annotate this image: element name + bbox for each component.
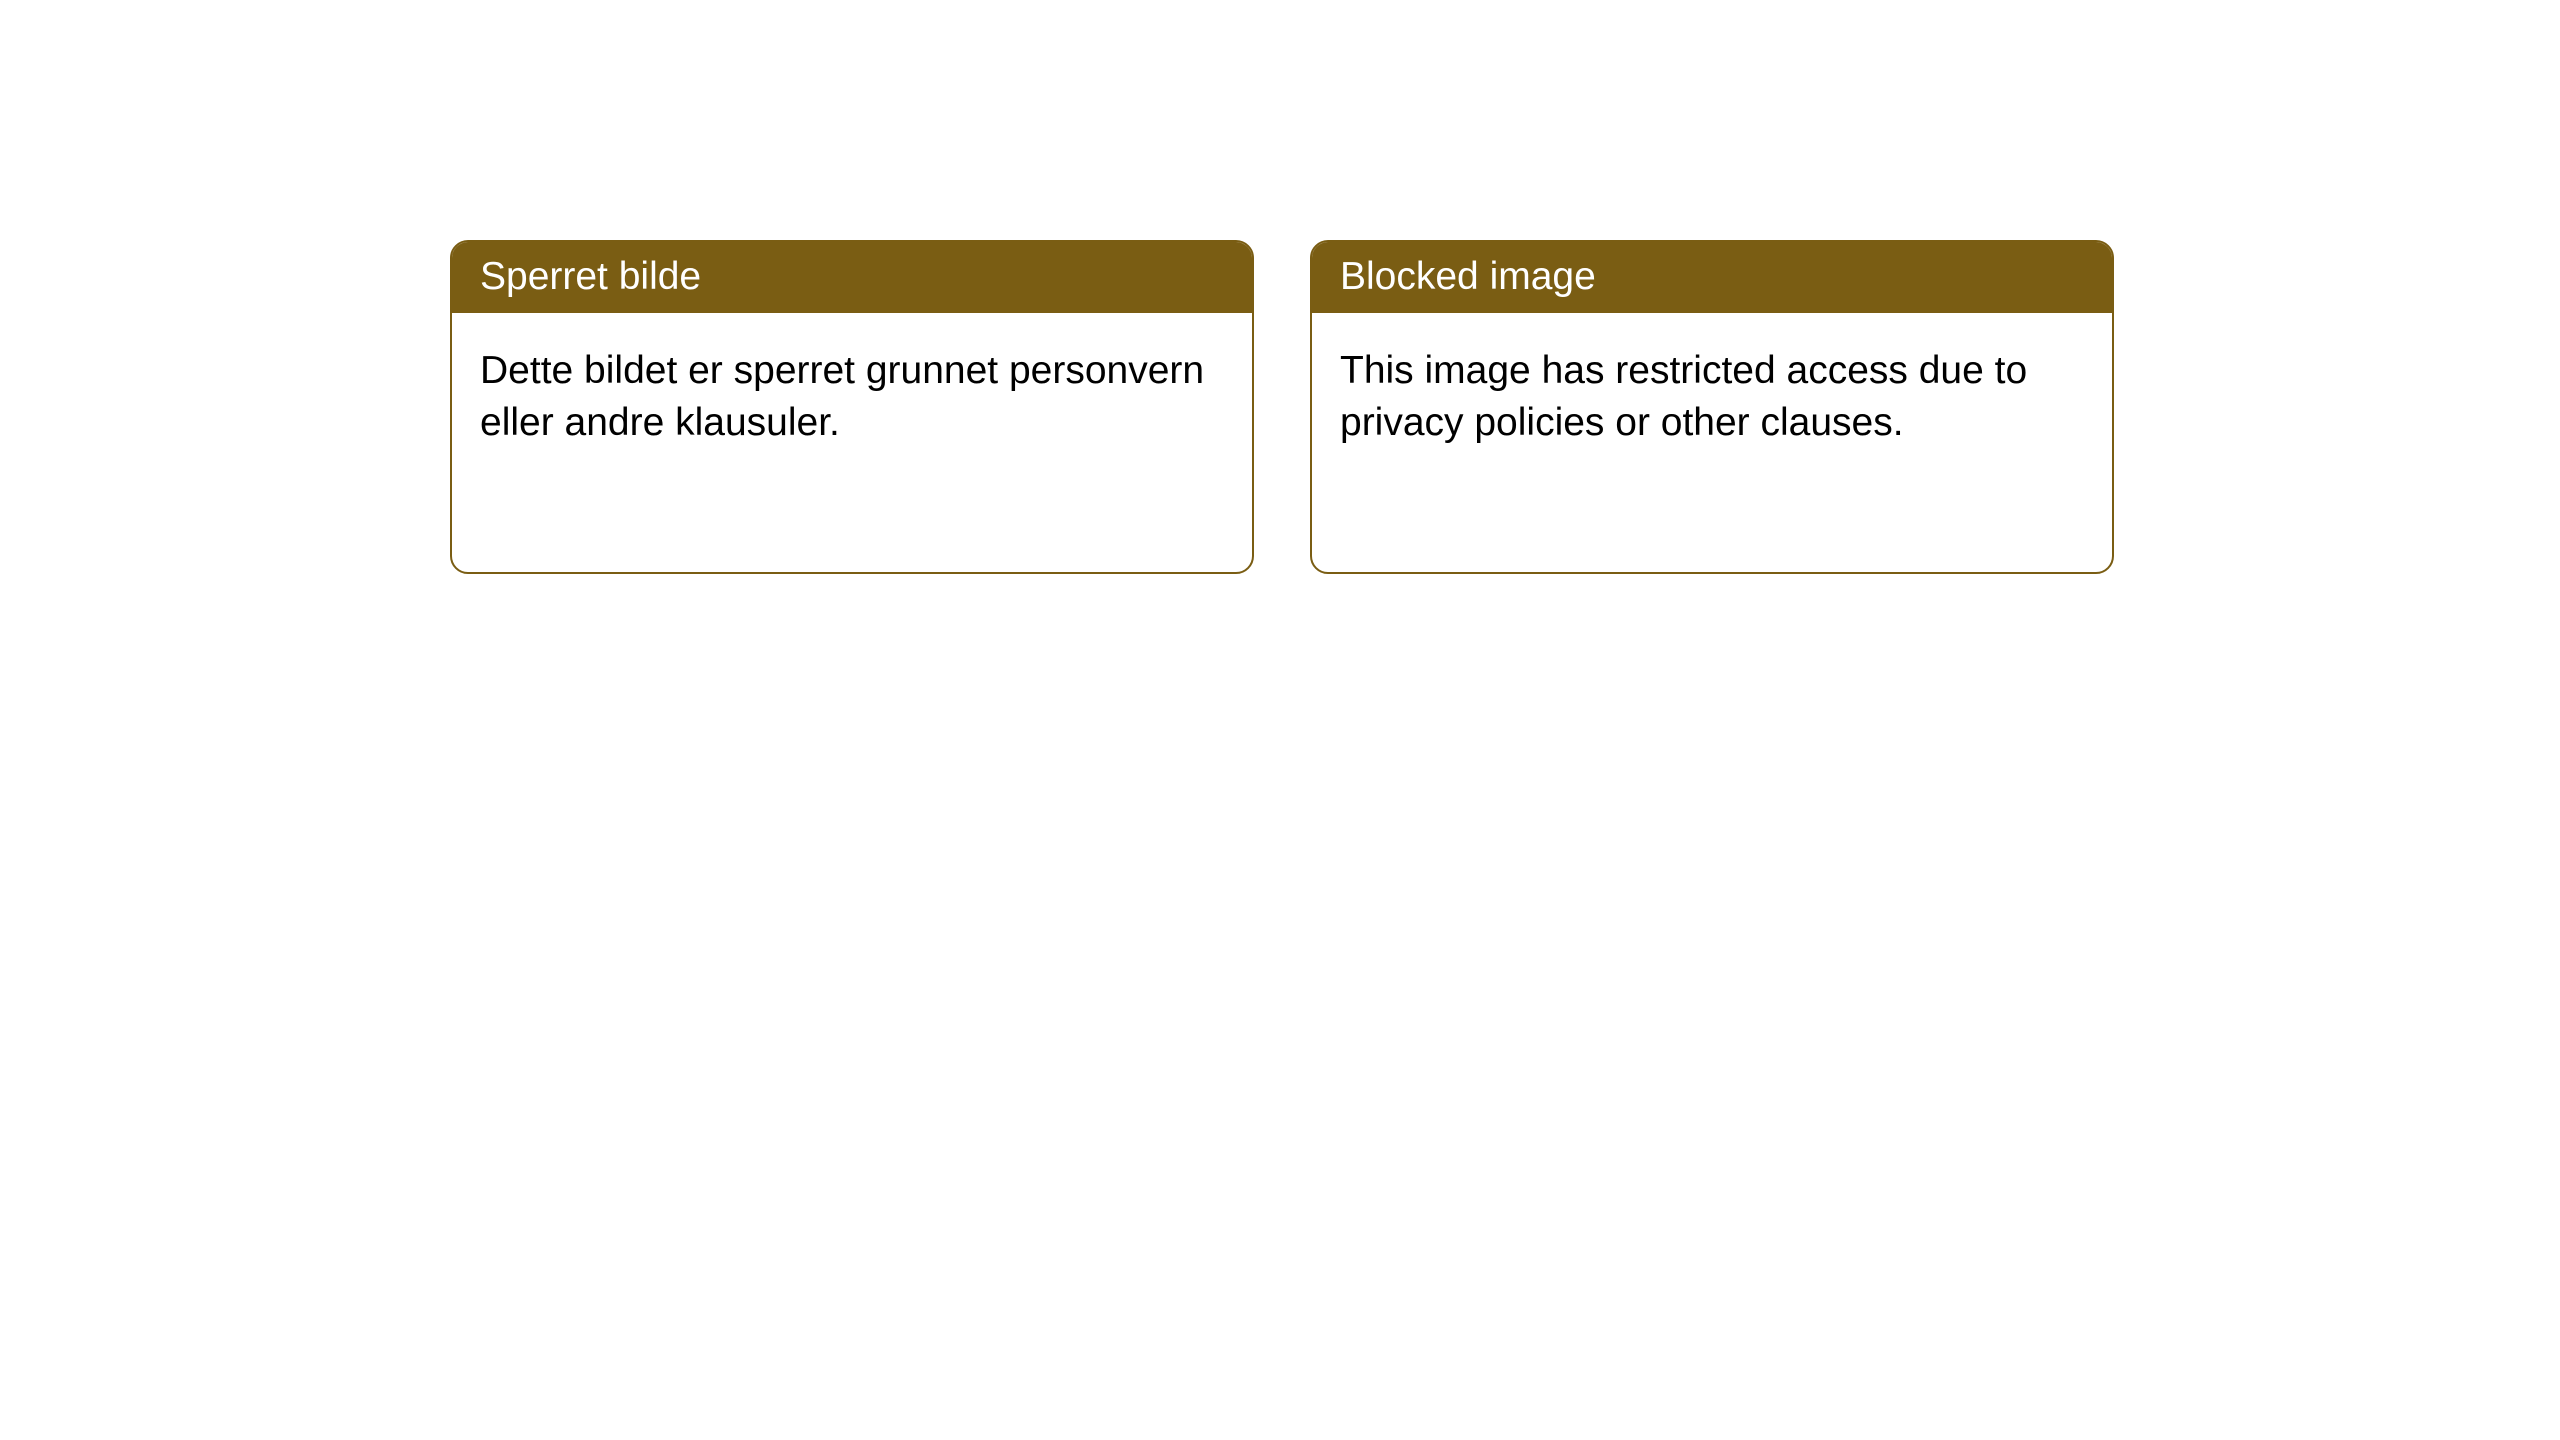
- card-body-text: Dette bildet er sperret grunnet personve…: [480, 349, 1204, 445]
- notice-cards-container: Sperret bilde Dette bildet er sperret gr…: [450, 240, 2560, 574]
- card-body: Dette bildet er sperret grunnet personve…: [452, 313, 1252, 482]
- card-title: Blocked image: [1340, 255, 1596, 298]
- notice-card-english: Blocked image This image has restricted …: [1310, 240, 2114, 574]
- card-body-text: This image has restricted access due to …: [1340, 349, 2027, 445]
- card-title: Sperret bilde: [480, 255, 701, 298]
- card-body: This image has restricted access due to …: [1312, 313, 2112, 482]
- card-header: Blocked image: [1312, 242, 2112, 313]
- card-header: Sperret bilde: [452, 242, 1252, 313]
- notice-card-norwegian: Sperret bilde Dette bildet er sperret gr…: [450, 240, 1254, 574]
